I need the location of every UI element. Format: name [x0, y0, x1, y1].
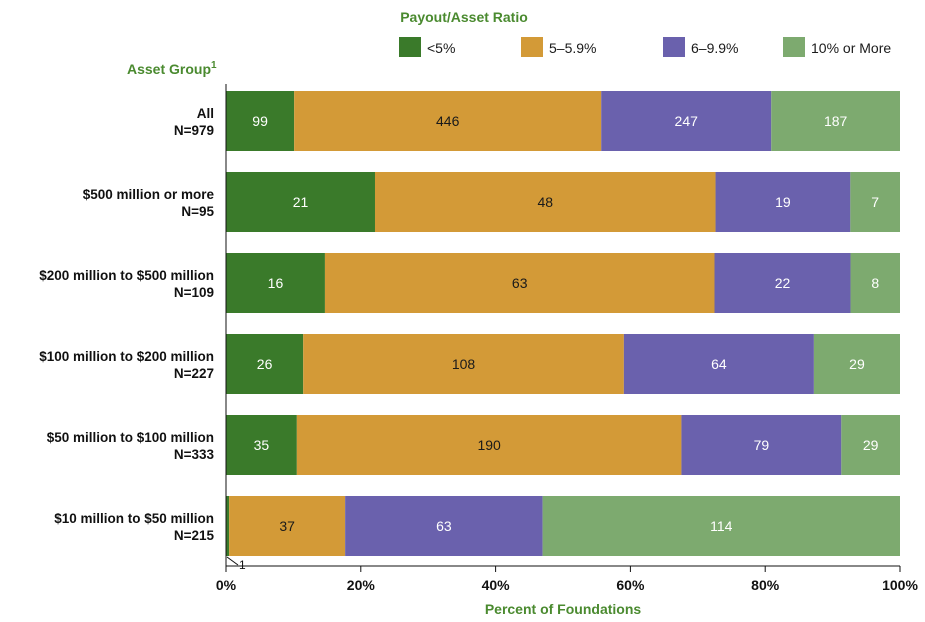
y-axis-title-text: Asset Group: [127, 61, 211, 77]
category-label: $200 million to $500 million: [39, 268, 214, 283]
data-label: 22: [775, 275, 791, 291]
category-n-label: N=979: [174, 123, 214, 138]
data-label: 114: [710, 518, 733, 534]
bar-segment: [229, 496, 346, 556]
data-label: 21: [293, 194, 309, 210]
category-n-label: N=333: [174, 447, 215, 462]
bar-segment: [226, 253, 325, 313]
legend-swatch: [783, 37, 805, 57]
bar-segment: [813, 334, 900, 394]
x-tick-label: 80%: [751, 577, 780, 593]
category-label: All: [197, 106, 214, 121]
category-label: $50 million to $100 million: [47, 430, 214, 445]
data-label: 187: [824, 113, 848, 129]
bar-segment: [771, 91, 900, 151]
bar-segment: [623, 334, 814, 394]
legend-swatch: [399, 37, 421, 57]
data-label: 64: [711, 356, 727, 372]
data-label: 7: [871, 194, 879, 210]
legend-label: 5–5.9%: [549, 40, 596, 56]
data-label: 446: [436, 113, 460, 129]
data-label: 63: [512, 275, 528, 291]
category-label: $500 million or more: [83, 187, 215, 202]
bar-segment: [850, 172, 900, 232]
data-label: 48: [537, 194, 553, 210]
bar-segment: [226, 172, 375, 232]
data-label: 63: [436, 518, 452, 534]
data-label: 26: [257, 356, 273, 372]
legend-label: <5%: [427, 40, 455, 56]
x-tick-label: 40%: [482, 577, 511, 593]
bar-segment: [542, 496, 900, 556]
category-n-label: N=227: [174, 366, 214, 381]
category-n-label: N=109: [174, 285, 214, 300]
legend-label: 10% or More: [811, 40, 891, 56]
y-axis-title-superscript: 1: [211, 60, 217, 71]
bar-segment: [226, 334, 304, 394]
bar-segment: [374, 172, 716, 232]
bar-segment: [850, 253, 900, 313]
legend-swatch: [521, 37, 543, 57]
data-label: 99: [252, 113, 268, 129]
data-label: 35: [254, 437, 270, 453]
x-axis: 0% 20% 40% 60% 80% 100%: [216, 84, 918, 593]
data-label: 16: [268, 275, 284, 291]
x-tick-label: 100%: [882, 577, 918, 593]
data-label: 19: [775, 194, 791, 210]
data-label: 37: [279, 518, 295, 534]
legend-label: 6–9.9%: [691, 40, 738, 56]
bar-segment: [294, 91, 602, 151]
bar-segment: [841, 415, 900, 475]
x-axis-title: Percent of Foundations: [485, 601, 642, 617]
annotation-leader: [226, 556, 239, 566]
bar-segment: [714, 253, 851, 313]
category-n-label: N=95: [181, 204, 214, 219]
data-label: 108: [452, 356, 476, 372]
bar-segment: [226, 415, 297, 475]
bar-segment: [324, 253, 715, 313]
bar-segment: [601, 91, 772, 151]
x-tick-label: 0%: [216, 577, 237, 593]
legend-title: Payout/Asset Ratio: [400, 9, 528, 25]
annotation-label: 1: [239, 558, 246, 572]
y-axis-title: Asset Group1: [127, 60, 217, 77]
bar-segment: [296, 415, 682, 475]
bar-segment: [226, 91, 295, 151]
data-label: 190: [477, 437, 501, 453]
legend-swatch: [663, 37, 685, 57]
legend: Payout/Asset Ratio <5% 5–5.9% 6–9.9% 10% or…: [399, 9, 891, 57]
bar-segment: [303, 334, 624, 394]
data-label: 247: [675, 113, 699, 129]
bar-segment: [345, 496, 543, 556]
x-tick-label: 20%: [347, 577, 376, 593]
bar-segment: [226, 496, 230, 556]
data-label: 8: [871, 275, 879, 291]
bar-segment: [681, 415, 842, 475]
category-label: $10 million to $50 million: [54, 511, 214, 526]
data-label: 29: [849, 356, 865, 372]
category-n-label: N=215: [174, 528, 215, 543]
category-label: $100 million to $200 million: [39, 349, 214, 364]
data-label: 79: [754, 437, 770, 453]
x-tick-label: 60%: [616, 577, 645, 593]
bar-segment: [715, 172, 851, 232]
data-label: 29: [863, 437, 879, 453]
